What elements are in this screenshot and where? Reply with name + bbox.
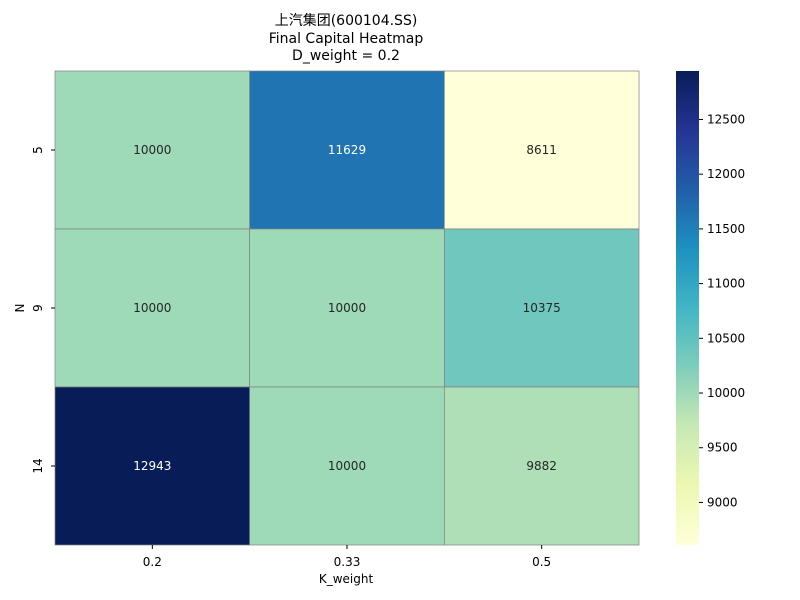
colorbar-tick-label: 10000 — [707, 386, 745, 400]
heatmap-cells: 10000 11629 8611 10000 10000 10375 12943 10000 9… — [54, 70, 640, 546]
cell-value-label: 10000 — [133, 301, 171, 315]
colorbar-tick-label: 9000 — [707, 495, 738, 509]
cell-value-label: 10000 — [133, 143, 171, 157]
colorbar-gradient — [676, 71, 699, 545]
cell-value-label: 8611 — [526, 143, 557, 157]
colorbar-tick-label: 11000 — [707, 277, 745, 291]
heatmap-cell — [249, 228, 445, 388]
chart-title-line-1: 上汽集团(600104.SS) — [274, 13, 418, 29]
colorbar: 9000 9500 10000 10500 11000 11500 12000 12500 — [676, 71, 745, 545]
heatmap-cell — [443, 228, 640, 388]
heatmap-cell — [443, 386, 640, 546]
chart-title-line-2: Final Capital Heatmap — [268, 31, 424, 47]
y-tick-label: 14 — [31, 458, 45, 473]
cell-value-label: 10000 — [328, 459, 366, 473]
heatmap-cell — [54, 70, 251, 230]
cell-value-label: 10375 — [523, 301, 561, 315]
x-axis: 0.2 0.33 0.5 — [143, 545, 551, 569]
x-tick-label: 0.33 — [334, 555, 361, 569]
colorbar-tick-label: 9500 — [707, 441, 738, 455]
chart-title-line-3: D_weight = 0.2 — [292, 48, 400, 64]
colorbar-tick-label: 12500 — [707, 112, 745, 126]
heatmap-cell — [54, 228, 251, 388]
y-axis: 5 9 14 — [31, 146, 55, 474]
cell-value-label: 9882 — [526, 459, 557, 473]
colorbar-tick-label: 10500 — [707, 331, 745, 345]
x-tick-label: 0.5 — [532, 555, 551, 569]
x-axis-label: K_weight — [319, 572, 374, 586]
x-tick-label: 0.2 — [143, 555, 162, 569]
y-tick-label: 9 — [31, 304, 45, 312]
cell-value-label: 10000 — [328, 301, 366, 315]
heatmap-cell — [443, 70, 640, 230]
y-axis-label: N — [13, 304, 27, 313]
colorbar-tick-label: 12000 — [707, 167, 745, 181]
cell-value-label: 11629 — [328, 143, 366, 157]
cell-value-label: 12943 — [133, 459, 171, 473]
colorbar-tick-label: 11500 — [707, 222, 745, 236]
heatmap-cell — [249, 70, 445, 230]
y-tick-label: 5 — [31, 146, 45, 154]
heatmap-cell — [54, 386, 251, 546]
